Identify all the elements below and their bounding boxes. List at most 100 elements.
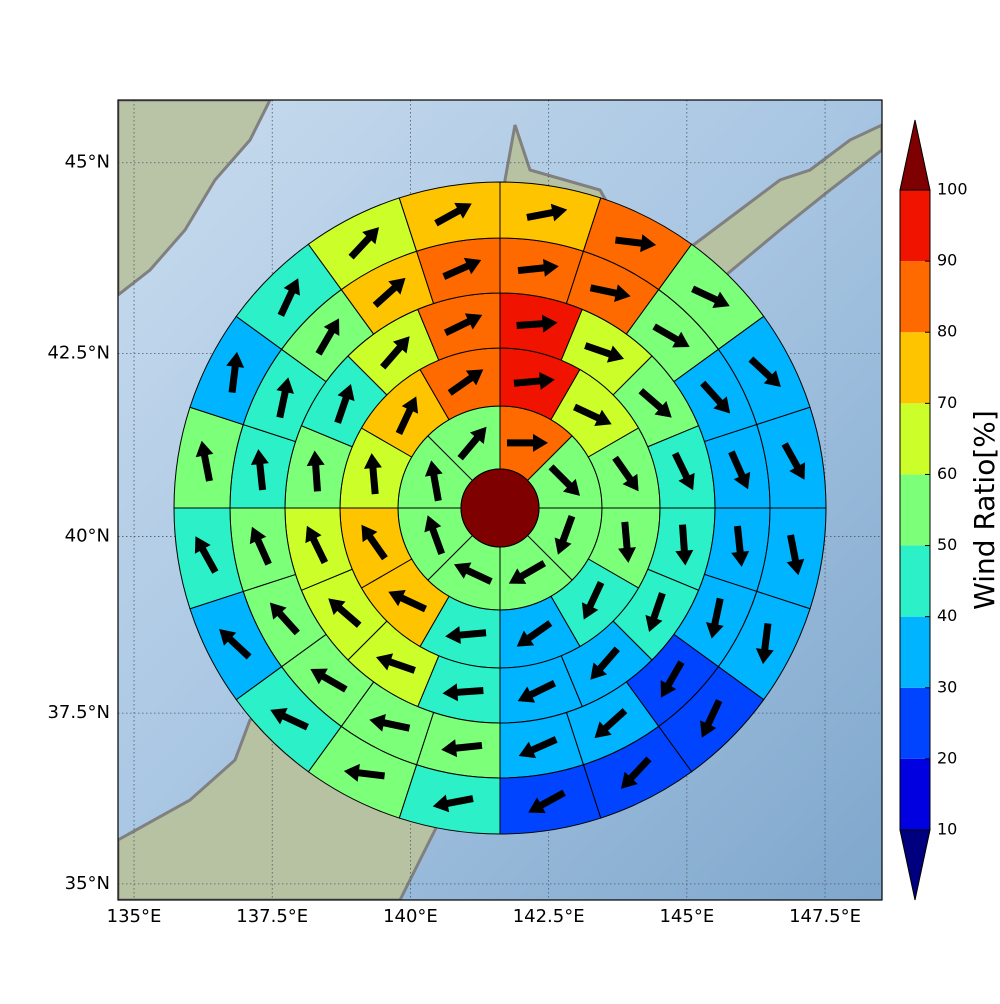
- y-tick-label: 42.5°N: [47, 342, 110, 363]
- colorbar-tick-label: 70: [937, 393, 957, 412]
- wind-arrow: [441, 739, 483, 758]
- wind-arrow: [226, 351, 245, 393]
- colorbar-tick-label: 100: [937, 180, 968, 199]
- wind-arrow: [195, 440, 214, 482]
- wind-arrow: [388, 589, 427, 613]
- wind-arrow: [517, 679, 557, 703]
- wind-arrow: [645, 592, 666, 633]
- wind-arrow: [269, 602, 300, 636]
- colorbar: 10 20 30 40 50 60 70 80 90 100: [899, 119, 968, 901]
- wind-arrow: [755, 623, 774, 665]
- wind-arrow: [432, 794, 474, 813]
- wind-arrow: [447, 369, 484, 396]
- wind-arrow: [706, 597, 724, 639]
- wind-arrow: [506, 433, 548, 452]
- x-tick-label: 135°E: [107, 906, 162, 927]
- colorbar-bin: [900, 403, 930, 475]
- colorbar-tick-label: 50: [937, 535, 957, 554]
- wind-arrow: [594, 708, 628, 739]
- wind-arrow: [660, 660, 685, 698]
- colorbar-bin: [900, 474, 930, 546]
- x-tick-label: 147.5°E: [789, 906, 861, 927]
- wind-arrow: [363, 453, 382, 495]
- wind-arrow: [691, 285, 730, 308]
- wind-arrow: [620, 756, 652, 789]
- wind-arrows: [194, 202, 806, 814]
- colorbar-under: [899, 829, 931, 901]
- wind-arrow: [334, 383, 355, 424]
- wind-arrow: [748, 356, 781, 388]
- wind-arrow: [573, 403, 612, 427]
- wind-arrow: [250, 449, 269, 491]
- y-tick-label: 37.5°N: [47, 702, 110, 723]
- wind-arrow: [276, 377, 294, 419]
- wind-arrow: [372, 277, 406, 308]
- wind-arrow: [675, 524, 694, 566]
- wind-arrow: [453, 562, 493, 585]
- wind-arrow: [781, 442, 806, 480]
- wind-arrow: [424, 460, 443, 502]
- wind-arrow: [615, 234, 657, 253]
- wind-arrow: [638, 388, 672, 418]
- colorbar-bin: [900, 545, 930, 617]
- map-frame: [117, 99, 883, 901]
- wind-arrow: [310, 668, 348, 693]
- colorbar-label: Wind Ratio[%]: [968, 410, 1000, 610]
- wind-arrow: [584, 342, 625, 363]
- wind-arrow: [728, 450, 751, 490]
- wind-arrow: [424, 515, 445, 555]
- y-tick-label: 40°N: [65, 526, 110, 547]
- wind-arrow: [516, 314, 558, 333]
- colorbar-tick-label: 20: [937, 748, 957, 767]
- wind-arrow: [306, 450, 325, 492]
- colorbar-over: [899, 119, 931, 191]
- wind-arrow: [526, 203, 568, 222]
- colorbar-frame: [899, 189, 931, 831]
- wind-arrow: [700, 699, 723, 738]
- x-tick-label: 140°E: [383, 906, 438, 927]
- colorbar-bin: [900, 332, 930, 404]
- wind-arrow: [375, 653, 416, 674]
- wind-arrow: [445, 626, 487, 645]
- wind-arrow: [328, 598, 362, 628]
- x-tick-label: 145°E: [659, 906, 714, 927]
- colorbar-bin: [900, 687, 930, 759]
- polar-grid: [173, 181, 827, 835]
- wind-arrow: [219, 628, 252, 660]
- wind-arrow: [618, 521, 637, 563]
- wind-arrow: [652, 323, 690, 348]
- wind-arrow: [457, 426, 487, 461]
- colorbar-tick-label: 60: [937, 464, 957, 483]
- wind-arrow: [671, 451, 695, 491]
- y-tick-label: 45°N: [65, 152, 110, 173]
- x-tick-label: 137.5°E: [236, 906, 308, 927]
- colorbar-tick-label: 40: [937, 606, 957, 625]
- colorbar-bin: [900, 616, 930, 688]
- colorbar-bin: [900, 261, 930, 333]
- wind-arrow: [380, 336, 410, 370]
- wind-arrow: [554, 514, 576, 555]
- wind-arrow: [700, 380, 731, 414]
- colorbar-tick-label: 80: [937, 322, 957, 341]
- wind-arrow: [442, 683, 484, 702]
- wind-arrow: [343, 763, 385, 782]
- wind-arrow: [731, 525, 750, 567]
- colorbar-tick-label: 30: [937, 677, 957, 696]
- wind-arrow: [249, 526, 272, 566]
- wind-arrow: [528, 789, 566, 814]
- wind-arrow: [315, 318, 340, 356]
- wind-arrow: [305, 525, 329, 565]
- wind-arrow: [395, 396, 419, 435]
- wind-arrow: [581, 581, 605, 620]
- wind-arrow: [590, 646, 620, 680]
- wind-arrow: [369, 714, 411, 732]
- wind-arrow: [270, 708, 309, 731]
- wind-arrow: [442, 257, 482, 280]
- wind-arrow: [194, 536, 219, 574]
- colorbar-bin: [900, 190, 930, 262]
- wind-arrow: [443, 313, 483, 337]
- wind-arrow: [548, 464, 580, 496]
- wind-arrow: [434, 202, 472, 227]
- wind-arrow: [277, 278, 300, 317]
- wind-arrow: [518, 736, 558, 759]
